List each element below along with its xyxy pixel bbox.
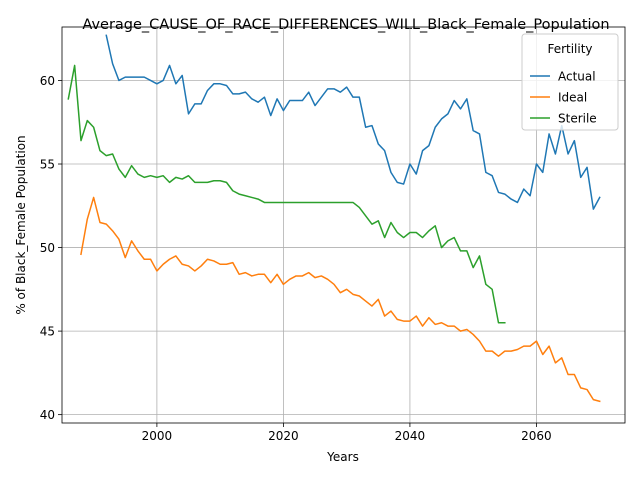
- series-line-actual: [105, 34, 601, 210]
- legend-label-actual: Actual: [558, 70, 596, 84]
- legend-title: Fertility: [547, 42, 592, 56]
- chart-title: Average_CAUSE_OF_RACE_DIFFERENCES_WILL_B…: [82, 17, 609, 33]
- y-tick-label: 50: [40, 241, 55, 255]
- legend-box: [521, 33, 619, 131]
- legend: Fertility Actual Ideal Sterile: [521, 33, 619, 131]
- y-tick-label: 55: [40, 158, 55, 172]
- series-line-sterile: [67, 64, 506, 324]
- x-tick-label: 2060: [521, 429, 552, 443]
- x-tick-label: 2040: [395, 429, 426, 443]
- x-axis-label: Years: [326, 450, 359, 464]
- legend-label-sterile: Sterile: [558, 112, 597, 126]
- plot-area-frame: [61, 26, 626, 424]
- y-tick-label: 40: [40, 408, 55, 422]
- x-tick-label: 2000: [142, 429, 173, 443]
- x-axis-ticks: 2000 2020 2040 2060: [142, 423, 552, 443]
- y-tick-label: 60: [40, 74, 55, 88]
- y-axis-label: % of Black_Female Population: [14, 135, 28, 314]
- series-layer: [67, 34, 601, 403]
- y-axis-ticks: 40 45 50 55 60: [40, 74, 62, 422]
- series-line-ideal: [80, 196, 601, 403]
- y-tick-label: 45: [40, 325, 55, 339]
- legend-label-ideal: Ideal: [558, 91, 587, 105]
- x-tick-label: 2020: [268, 429, 299, 443]
